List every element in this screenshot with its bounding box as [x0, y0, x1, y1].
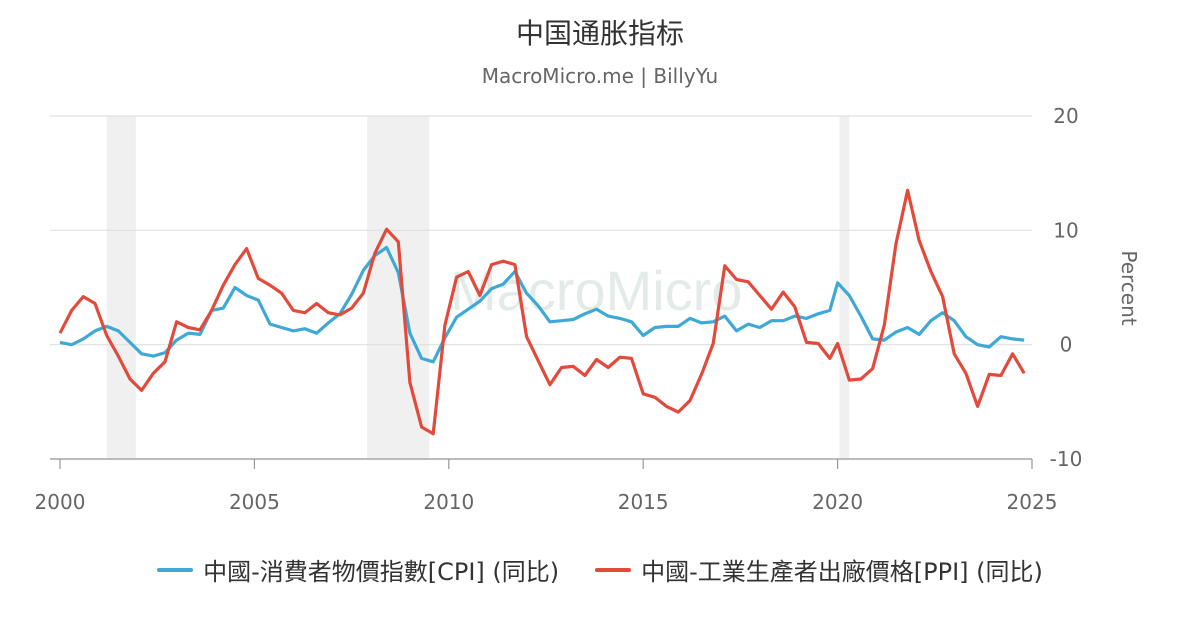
- legend: 中國-消費者物價指數[CPI] (同比) 中國-工業生產者出廠價格[PPI] (…: [0, 552, 1200, 587]
- shaded-period-1: [367, 116, 430, 459]
- x-tick-label: 2020: [812, 490, 863, 514]
- watermark-logo-text: MacroMicro: [450, 259, 742, 322]
- legend-item-ppi[interactable]: 中國-工業生產者出廠價格[PPI] (同比): [595, 552, 1043, 587]
- legend-label-ppi: 中國-工業生產者出廠價格[PPI] (同比): [641, 558, 1043, 586]
- legend-label-cpi: 中國-消費者物價指數[CPI] (同比): [203, 558, 560, 586]
- x-axis: 2000 2005 2010 2015 2020 2025: [35, 458, 1058, 514]
- legend-swatch-ppi: [595, 567, 632, 572]
- y-tick-label: -10: [1050, 447, 1083, 471]
- x-tick-label: 2015: [618, 490, 669, 514]
- y-axis: 20 10 0 -10: [1050, 104, 1083, 471]
- series-lines: [58, 188, 1026, 436]
- legend-item-cpi[interactable]: 中國-消費者物價指數[CPI] (同比): [157, 552, 559, 587]
- x-tick-label: 2010: [423, 490, 474, 514]
- y-tick-label: 10: [1053, 218, 1078, 242]
- x-tick-label: 2005: [229, 490, 280, 514]
- shaded-period-2: [839, 116, 850, 459]
- y-axis-label: Percent: [1117, 250, 1141, 325]
- shaded-period-0: [106, 116, 136, 459]
- chart-title: 中国通胀指标: [515, 17, 684, 50]
- legend-swatch-cpi: [157, 567, 194, 572]
- series-line-ppi: [58, 188, 1026, 436]
- y-tick-label: 20: [1053, 104, 1078, 128]
- line-chart: MacroMicro 2000 2005 2010 2015 2020 2025 2010…: [35, 104, 1141, 514]
- x-tick-label: 2025: [1007, 490, 1058, 514]
- series-line-cpi: [59, 245, 1025, 364]
- recession-bands: [106, 116, 850, 459]
- chart-subtitle: MacroMicro.me | BillyYu: [481, 64, 719, 88]
- x-tick-label: 2000: [35, 490, 86, 514]
- y-tick-label: 0: [1060, 333, 1073, 357]
